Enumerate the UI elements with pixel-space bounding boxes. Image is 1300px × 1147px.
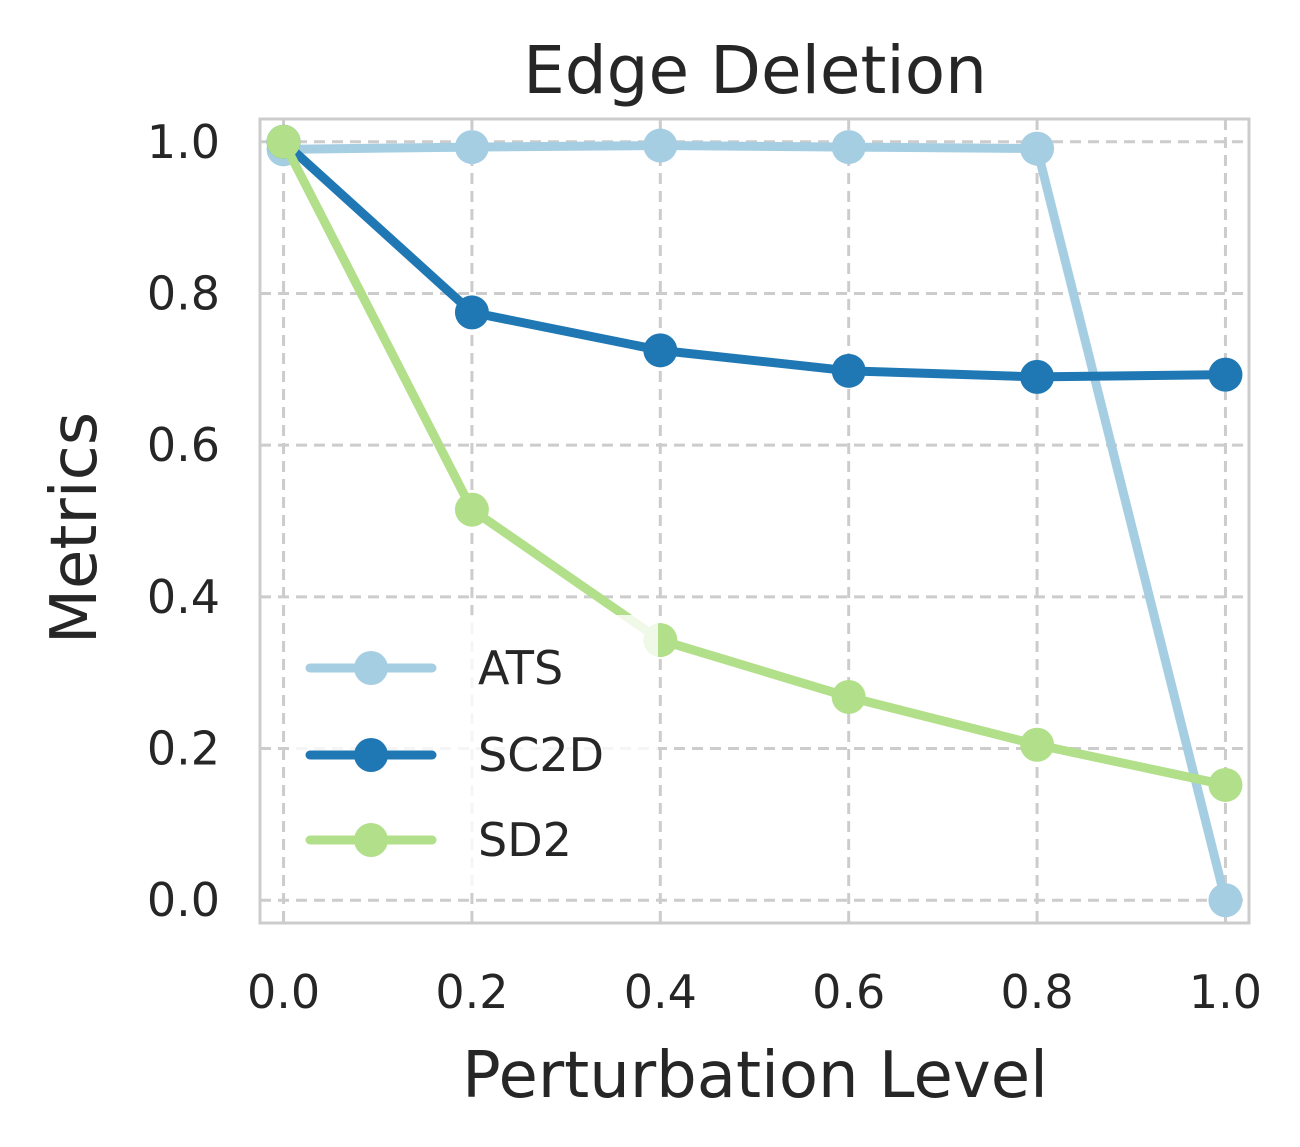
legend: ATS SC2D SD2 [290,615,658,890]
x-tick-label: 1.0 [1189,965,1262,1019]
y-tick-label: 0.8 [147,266,220,320]
data-point-sc2d [831,353,866,388]
data-point-ats [1208,883,1243,918]
legend-marker-sc2d [354,738,388,772]
data-point-sc2d [1020,359,1055,394]
x-tick-labels: 0.0 0.2 0.4 0.6 0.8 1.0 [247,965,1262,1019]
data-point-sd2 [266,124,301,159]
legend-label-sd2: SD2 [478,813,572,867]
x-tick-label: 0.0 [247,965,320,1019]
chart-title: Edge Deletion [523,32,987,109]
legend-marker-sd2 [354,823,388,857]
plot-frame [258,117,1251,925]
data-point-ats [454,130,489,165]
legend-label-ats: ATS [478,641,563,695]
legend-entry-sc2d: SC2D [305,728,604,782]
y-axis-title: Metrics [38,412,112,644]
data-point-sc2d [454,295,489,330]
y-tick-label: 1.0 [147,115,220,169]
legend-marker-ats [354,651,388,685]
grid [260,119,1249,923]
y-tick-labels: 0.0 0.2 0.4 0.6 0.8 1.0 [147,115,220,927]
y-tick-label: 0.4 [147,570,220,624]
x-tick-label: 0.6 [812,965,885,1019]
data-point-sd2 [831,679,866,714]
x-tick-label: 0.4 [624,965,697,1019]
legend-label-sc2d: SC2D [478,728,604,782]
data-point-sd2 [1208,767,1243,802]
data-point-ats [831,130,866,165]
series-line-sc2d [279,137,1230,382]
data-point-sd2 [1020,727,1055,762]
x-tick-label: 0.8 [1000,965,1073,1019]
data-point-sc2d [1208,357,1243,392]
series-line-sd2 [279,137,1230,790]
y-tick-label: 0.2 [147,722,220,776]
legend-entry-sd2: SD2 [305,813,572,867]
data-point-sc2d [643,333,678,368]
series-line-ats [279,141,1230,905]
y-tick-label: 0.0 [147,873,220,927]
data-point-ats [643,128,678,163]
x-tick-label: 0.2 [435,965,508,1019]
data-point-sd2 [454,492,489,527]
data-point-ats [1020,131,1055,166]
legend-entry-ats: ATS [305,641,563,695]
x-axis-title: Perturbation Level [462,1039,1048,1113]
series-sc2d [266,124,1243,394]
y-tick-label: 0.6 [147,418,220,472]
